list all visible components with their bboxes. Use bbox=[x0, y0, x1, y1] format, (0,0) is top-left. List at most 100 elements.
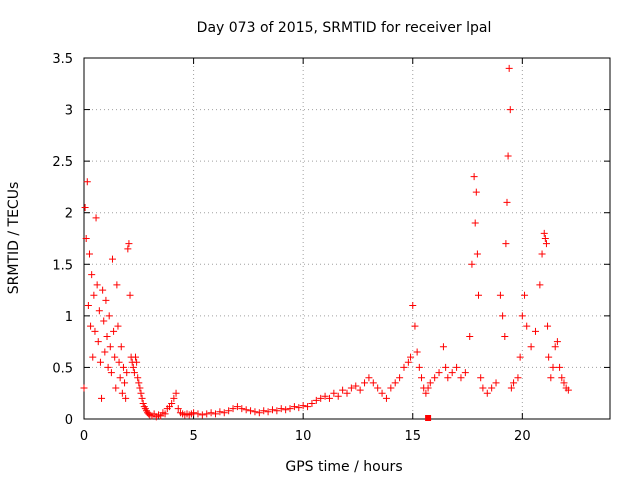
data-point bbox=[85, 250, 93, 258]
data-points bbox=[80, 64, 572, 421]
data-point bbox=[544, 322, 552, 330]
data-point bbox=[88, 271, 96, 279]
data-point bbox=[216, 408, 224, 416]
data-point bbox=[304, 403, 312, 411]
data-point bbox=[516, 353, 524, 361]
data-point bbox=[317, 394, 325, 402]
data-point bbox=[558, 374, 566, 382]
x-tick-label: 15 bbox=[404, 429, 421, 444]
data-point bbox=[541, 235, 549, 242]
data-point bbox=[137, 389, 145, 397]
data-point bbox=[502, 240, 510, 248]
y-tick-label: 2 bbox=[65, 207, 73, 222]
data-point bbox=[545, 353, 553, 361]
data-point bbox=[551, 343, 559, 351]
data-point bbox=[212, 410, 219, 418]
data-point bbox=[514, 374, 522, 382]
data-point bbox=[114, 322, 122, 330]
data-point bbox=[81, 204, 89, 212]
data-point bbox=[387, 384, 395, 392]
data-point bbox=[521, 291, 529, 299]
data-point bbox=[343, 389, 351, 397]
data-point bbox=[82, 235, 90, 242]
data-point bbox=[125, 240, 133, 248]
grid bbox=[84, 58, 610, 419]
data-point bbox=[369, 379, 377, 387]
data-point bbox=[260, 407, 268, 415]
data-point bbox=[94, 338, 102, 346]
data-point bbox=[135, 379, 143, 387]
data-point bbox=[203, 410, 211, 418]
data-point bbox=[115, 358, 123, 366]
data-point bbox=[84, 302, 92, 310]
data-point bbox=[356, 386, 364, 394]
data-point bbox=[129, 363, 137, 371]
data-point bbox=[477, 374, 485, 382]
data-point bbox=[415, 363, 423, 371]
data-point bbox=[124, 245, 132, 253]
data-point bbox=[96, 358, 104, 366]
data-point bbox=[378, 389, 386, 397]
data-point bbox=[233, 403, 241, 411]
data-point bbox=[352, 382, 360, 390]
x-tick-label: 5 bbox=[189, 429, 197, 444]
data-point bbox=[527, 343, 535, 351]
data-point bbox=[475, 291, 482, 299]
data-point bbox=[312, 396, 320, 404]
data-point bbox=[255, 409, 263, 417]
data-point bbox=[391, 379, 399, 387]
data-point bbox=[540, 229, 548, 237]
y-tick-label: 1.5 bbox=[52, 258, 73, 273]
data-point bbox=[334, 392, 342, 400]
data-point bbox=[95, 307, 103, 315]
data-point bbox=[126, 291, 134, 299]
data-point bbox=[264, 408, 272, 416]
data-point bbox=[473, 250, 481, 258]
data-point bbox=[104, 363, 112, 371]
data-point bbox=[492, 379, 500, 387]
data-point bbox=[339, 386, 347, 394]
data-point bbox=[132, 353, 140, 361]
data-point bbox=[499, 312, 507, 320]
y-tick-label: 3.5 bbox=[52, 52, 73, 67]
data-point bbox=[268, 406, 276, 414]
data-point bbox=[413, 348, 421, 356]
data-point bbox=[98, 394, 106, 402]
data-point bbox=[247, 407, 255, 415]
data-point bbox=[361, 379, 369, 387]
data-point bbox=[453, 363, 461, 371]
data-point bbox=[113, 281, 121, 289]
data-point bbox=[308, 400, 316, 408]
data-point bbox=[518, 312, 526, 320]
data-point bbox=[136, 384, 144, 392]
data-point bbox=[365, 374, 373, 382]
data-point bbox=[122, 394, 130, 402]
data-point bbox=[123, 369, 131, 377]
y-tick-label: 0 bbox=[65, 413, 73, 428]
data-point bbox=[172, 389, 180, 397]
data-point bbox=[220, 409, 228, 417]
data-point bbox=[404, 358, 412, 366]
data-point bbox=[382, 394, 390, 402]
data-point bbox=[108, 255, 116, 263]
data-point bbox=[479, 384, 487, 392]
data-point bbox=[190, 409, 198, 417]
y-tick-label: 3 bbox=[65, 104, 73, 119]
data-point bbox=[503, 198, 511, 206]
data-point bbox=[116, 374, 124, 382]
x-tick-label: 10 bbox=[295, 429, 312, 444]
data-point bbox=[472, 188, 480, 196]
data-point bbox=[93, 281, 101, 289]
data-point bbox=[411, 322, 419, 330]
data-point bbox=[496, 291, 504, 299]
data-point bbox=[207, 409, 215, 417]
data-point bbox=[325, 394, 333, 402]
data-point bbox=[422, 389, 430, 397]
data-point bbox=[483, 389, 491, 397]
square-marker bbox=[425, 415, 432, 421]
data-point bbox=[161, 410, 169, 418]
data-point bbox=[139, 400, 147, 408]
data-point bbox=[321, 392, 329, 400]
x-axis-label: GPS time / hours bbox=[285, 459, 402, 475]
